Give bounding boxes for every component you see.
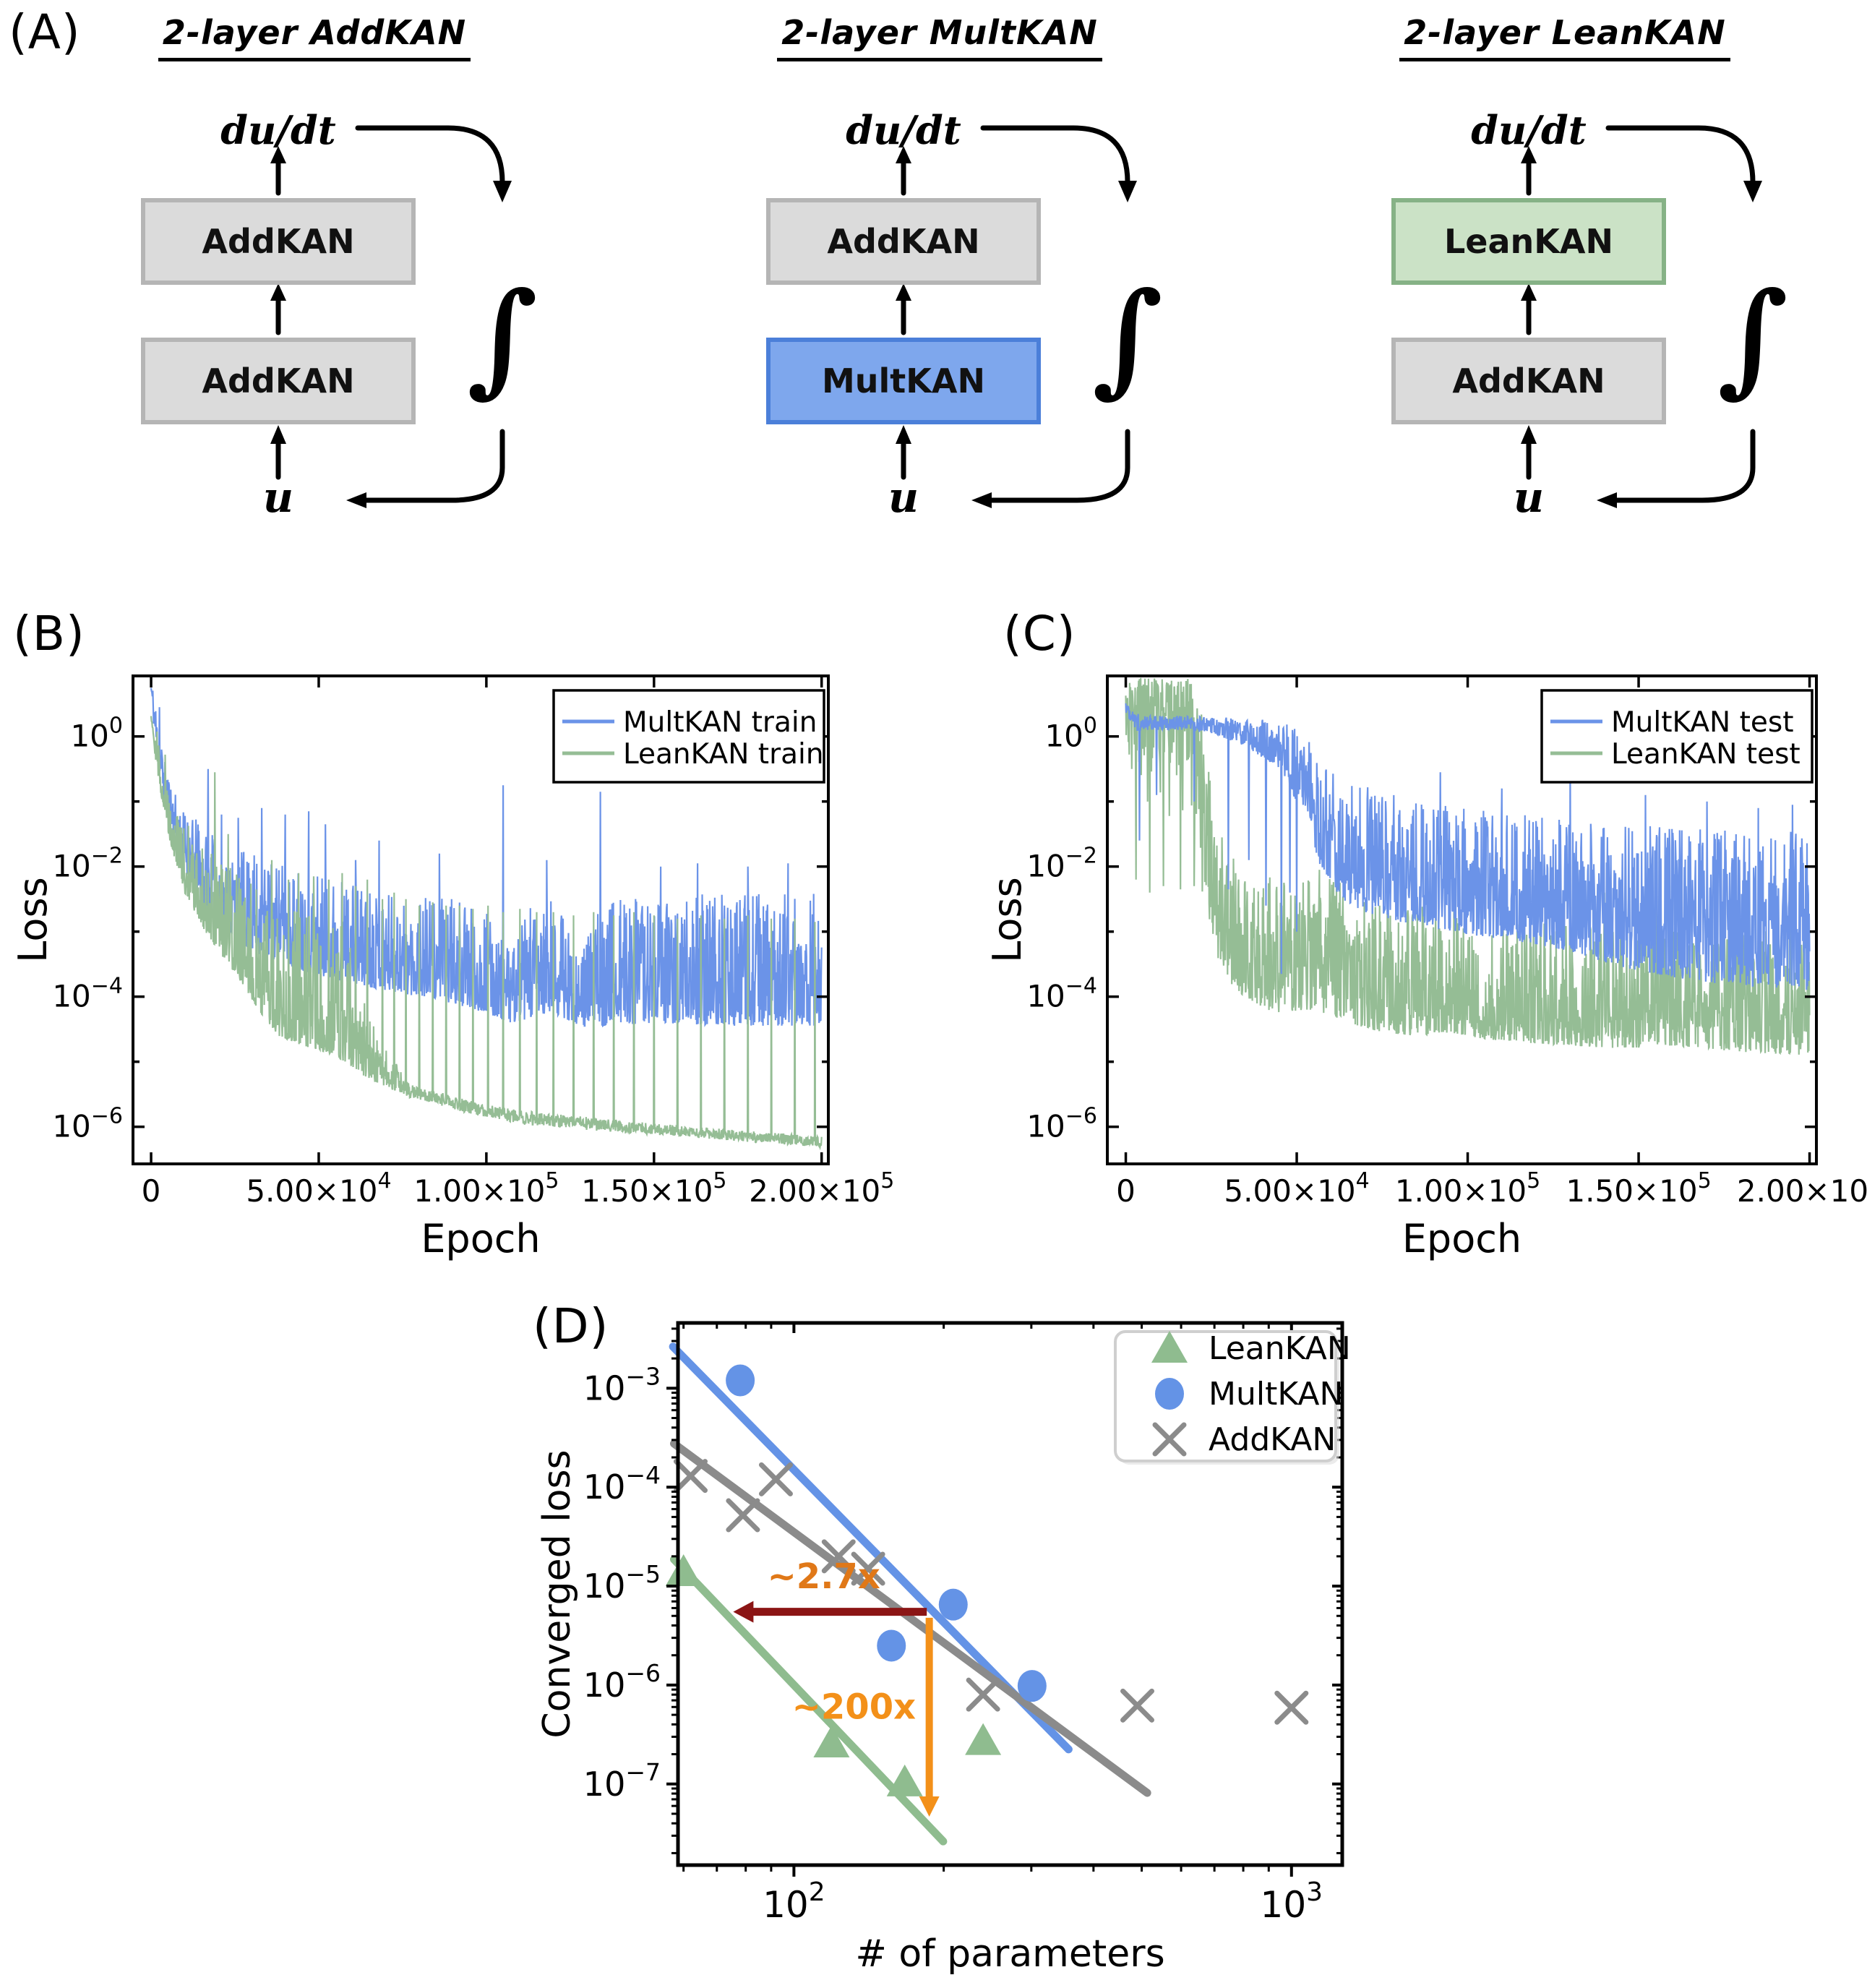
diagram-title: 2-layer LeanKAN [1399,13,1730,61]
y-tick-label: 10−6 [52,1104,123,1144]
y-tick-label: 10−3 [583,1362,661,1408]
diagram-multkan: 2-layer MultKAN du/dt AddKAN MultKAN u ∫ [665,9,1214,544]
diagram-arrows [1521,125,1762,508]
y-axis-label: Loss [10,877,56,962]
x-axis-label: Epoch [1402,1216,1522,1261]
legend-label: LeanKAN train [623,738,824,771]
x-tick-label: 102 [763,1877,825,1926]
series-multkan-test [1125,703,1811,990]
u-label: u [888,473,919,522]
diagram-top-box-label: AddKAN [827,222,980,261]
legend-label: MultKAN train [623,706,817,739]
plot-frame [132,674,830,1165]
x-tick-label: 0 [1116,1173,1136,1209]
y-tick-label: 10−6 [1026,1104,1097,1144]
legend-label: MultKAN [1209,1376,1343,1413]
x-tick-label: 2.00×105 [749,1168,894,1209]
y-tick-label: 10−5 [583,1560,661,1606]
diagram-arrows [896,125,1137,508]
integral-symbol: ∫ [1717,265,1789,410]
series-leankan-train [150,716,823,1151]
x-tick-label: 5.00×104 [246,1168,391,1209]
horizontal-arrow [733,1601,927,1623]
axis-ticks [1107,676,1816,1164]
integral-symbol: ∫ [1091,265,1164,410]
diagram-top-box-label: LeanKAN [1443,222,1614,261]
y-tick-label: 100 [1044,714,1097,754]
legend-label: LeanKAN [1209,1330,1351,1367]
x-tick-label: 2.00×105 [1737,1168,1867,1209]
diagram-bottom-box-label: AddKAN [202,361,355,400]
dudt-label: du/dt [1471,107,1587,153]
legend-box [1540,689,1814,784]
diagram-arrows [270,125,512,508]
y-axis-label: Loss [984,877,1030,962]
x-tick-label: 1.50×105 [1566,1168,1711,1209]
plot-frame [1106,674,1818,1165]
legend-label: AddKAN [1209,1421,1336,1458]
y-tick-label: 10−4 [52,974,123,1014]
panel-label-c: (C) [1003,606,1076,661]
plot-frame [676,1321,1344,1867]
diagram-addkan: 2-layer AddKAN du/dt AddKAN AddKAN u ∫ [40,9,589,544]
y-tick-label: 10−7 [583,1758,661,1804]
y-tick-label: 10−4 [583,1461,661,1507]
fit-lines [669,1342,1151,1846]
y-tick-label: 100 [70,714,123,754]
diagram-top-box: LeanKAN [1391,198,1666,285]
diagram-top-box: AddKAN [141,198,416,285]
y-tick-label: 10−6 [583,1659,661,1705]
x-axis-label: Epoch [421,1216,540,1261]
diagram-bottom-box: AddKAN [1391,338,1666,424]
converged-loss-chart: ~2.7x ~200x 102 103 10−3 10−4 10−5 10−6 10−7 # of… [536,1321,1351,1976]
scatter-markers [665,1364,1309,1796]
u-label: u [1513,473,1545,522]
dudt-label: du/dt [846,107,961,153]
diagram-bottom-box: MultKAN [766,338,1041,424]
diagram-leankan: 2-layer LeanKAN du/dt LeanKAN AddKAN u ∫ [1290,9,1840,544]
panel-label-d: (D) [533,1298,609,1354]
y-tick-label: 10−4 [1026,974,1097,1014]
legend-label: LeanKAN test [1611,738,1801,771]
y-axis-label: Converged loss [536,1449,579,1738]
series-multkan-train [150,687,823,1028]
diagram-title: 2-layer MultKAN [777,13,1102,61]
integral-symbol: ∫ [466,265,538,410]
panel-label-b: (B) [13,606,85,661]
x-axis-label: # of parameters [855,1932,1164,1976]
loss-series [150,687,823,1151]
diagram-bottom-box-label: AddKAN [1452,361,1605,400]
legend-label: MultKAN test [1611,706,1794,739]
loss-series [1125,677,1811,1055]
diagram-top-box-label: AddKAN [202,222,355,261]
diagram-bottom-box: AddKAN [141,338,416,424]
test-loss-chart: 0 5.00×104 1.00×105 1.50×105 2.00×105 100 10−2… [984,674,1867,1261]
diagram-bottom-box-label: MultKAN [821,361,986,400]
x-tick-label: 5.00×104 [1224,1168,1369,1209]
y-tick-label: 10−2 [1026,844,1097,884]
diagram-top-box: AddKAN [766,198,1041,285]
x-tick-label: 1.50×105 [581,1168,726,1209]
legend-box [1114,1330,1337,1462]
x-tick-label: 0 [142,1173,161,1209]
x-tick-label: 103 [1261,1877,1323,1926]
x-tick-label: 1.00×105 [1395,1168,1540,1209]
fit-line-addkan [669,1439,1151,1797]
y-tick-label: 10−2 [52,844,123,884]
legend-box [552,689,825,784]
u-label: u [262,473,294,522]
annotation-~2.7x: ~2.7x [768,1556,880,1597]
dudt-label: du/dt [220,107,336,153]
series-leankan-test [1125,677,1811,1055]
diagram-title: 2-layer AddKAN [158,13,471,61]
x-tick-label: 1.00×105 [413,1168,559,1209]
annotation-~200x: ~200x [792,1687,916,1727]
train-loss-chart: 0 5.00×104 1.00×105 1.50×105 2.00×105 100 10−2… [10,674,894,1261]
vertical-arrow [919,1617,940,1817]
panel-label-a: (A) [9,4,81,60]
